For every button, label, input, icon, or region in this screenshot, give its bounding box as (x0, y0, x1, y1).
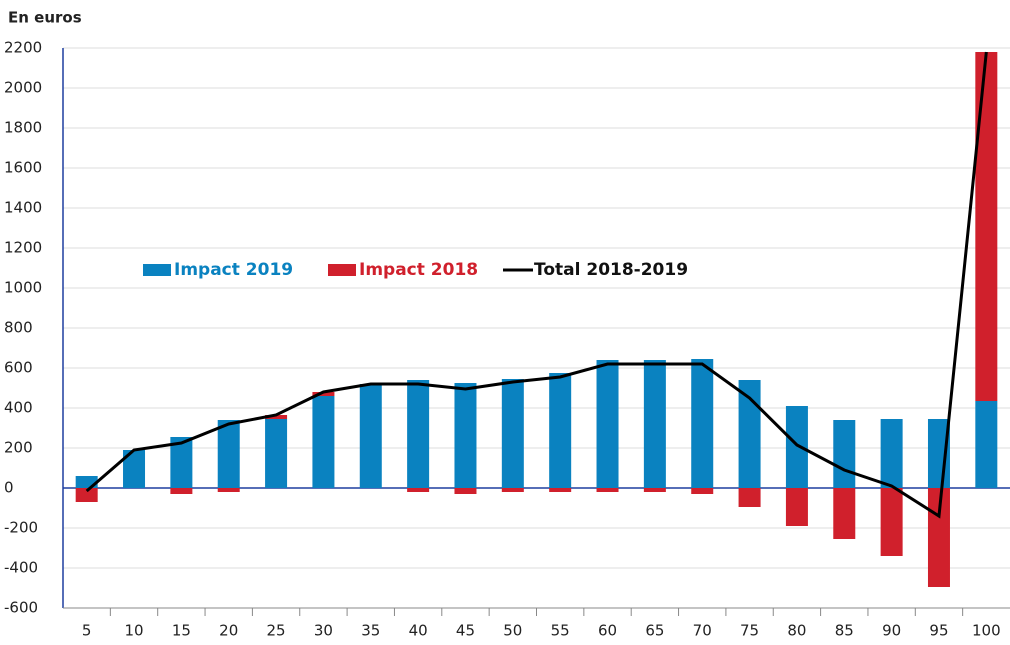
y-tick-label: 600 (4, 359, 33, 377)
x-tick-label: 5 (82, 622, 92, 640)
bar (75, 488, 98, 502)
bar (170, 437, 193, 488)
legend-swatch (143, 264, 171, 276)
y-tick-label: 800 (4, 319, 33, 337)
bar (407, 380, 430, 488)
y-tick-label: 0 (4, 479, 14, 497)
x-tick-label: 60 (598, 622, 617, 640)
bar (123, 450, 146, 488)
bar (975, 52, 998, 401)
y-tick-label: 400 (4, 399, 33, 417)
bar (691, 359, 714, 488)
bar (596, 360, 619, 488)
legend-swatch (328, 264, 356, 276)
y-tick-label: -200 (4, 519, 38, 537)
bar (265, 419, 288, 488)
bar (738, 380, 761, 488)
bar (170, 488, 193, 494)
x-tick-label: 65 (645, 622, 664, 640)
x-tick-label: 35 (361, 622, 380, 640)
y-tick-label: -400 (4, 559, 38, 577)
x-tick-label: 100 (972, 622, 1001, 640)
line (85, 51, 988, 519)
x-tick-label: 85 (835, 622, 854, 640)
bar (549, 488, 572, 492)
bar (454, 488, 477, 494)
bar (454, 383, 477, 488)
bar (501, 379, 524, 488)
x-tick-label: 55 (551, 622, 570, 640)
y-tick-label: 2000 (4, 79, 42, 97)
legend-label: Total 2018-2019 (534, 260, 688, 280)
x-tick-label: 90 (882, 622, 901, 640)
x-tick-label: 75 (740, 622, 759, 640)
bar (738, 488, 761, 507)
y-tick-label: 1400 (4, 199, 42, 217)
bar (407, 488, 430, 492)
x-tick-label: 30 (314, 622, 333, 640)
bar (833, 420, 856, 488)
x-tick-label: 80 (787, 622, 806, 640)
bar (596, 488, 619, 492)
bar (312, 392, 335, 396)
x-tick-label: 15 (172, 622, 191, 640)
x-tick-label: 10 (124, 622, 143, 640)
bar (312, 396, 335, 488)
chart-title: En euros (8, 9, 82, 27)
bar (643, 488, 666, 492)
y-tick-label: 1000 (4, 279, 42, 297)
bar (785, 488, 808, 526)
bar (217, 420, 240, 488)
bar (359, 384, 382, 488)
y-tick-label: -600 (4, 599, 38, 617)
y-tick-label: 1800 (4, 119, 42, 137)
bar (549, 373, 572, 488)
y-tick-label: 1200 (4, 239, 42, 257)
x-tick-label: 45 (456, 622, 475, 640)
legend-label: Impact 2019 (174, 260, 293, 280)
bar (501, 488, 524, 492)
x-tick-label: 25 (267, 622, 286, 640)
x-tick-label: 50 (503, 622, 522, 640)
bar (833, 488, 856, 539)
bar (217, 488, 240, 492)
y-tick-label: 200 (4, 439, 33, 457)
y-tick-label: 2200 (4, 39, 42, 57)
x-tick-label: 70 (693, 622, 712, 640)
bar (265, 415, 288, 419)
bar (785, 406, 808, 488)
y-tick-label: 1600 (4, 159, 42, 177)
bar (643, 360, 666, 488)
bar (691, 488, 714, 494)
x-tick-label: 40 (409, 622, 428, 640)
x-tick-label: 20 (219, 622, 238, 640)
bar (880, 419, 903, 488)
legend-label: Impact 2018 (359, 260, 478, 280)
bar (880, 488, 903, 556)
bar (975, 401, 998, 488)
x-tick-label: 95 (929, 622, 948, 640)
